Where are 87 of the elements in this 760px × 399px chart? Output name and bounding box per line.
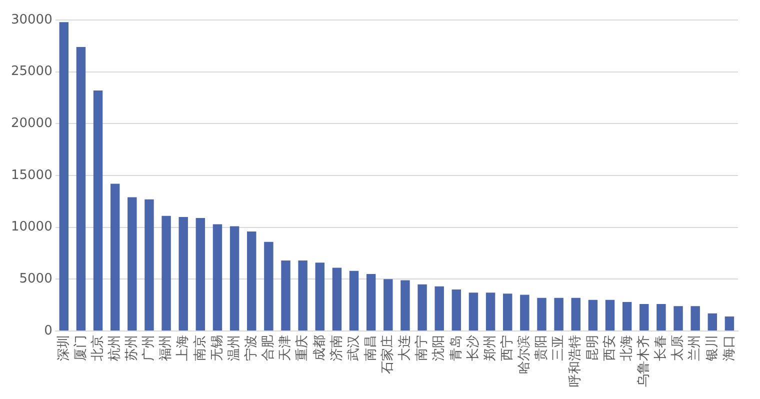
bar: [384, 279, 393, 330]
x-tick-label: 呼和浩特: [568, 335, 584, 387]
x-tick-label: 南宁: [414, 335, 430, 361]
bar: [622, 302, 632, 330]
x-tick-label: 南京: [192, 335, 208, 361]
x-tick-label: 北海: [619, 335, 634, 361]
x-tick-label: 济南: [329, 335, 344, 361]
y-tick-label: 20000: [10, 116, 52, 132]
y-tick-label: 15000: [10, 168, 52, 183]
x-tick-label: 贵阳: [534, 335, 550, 361]
x-tick-label: 南昌: [363, 335, 378, 361]
bar: [128, 197, 137, 330]
x-tick-label: 宁波: [242, 335, 259, 361]
x-tick-label: 温州: [226, 335, 242, 361]
x-tick-label: 郑州: [482, 335, 498, 361]
y-tick-label: 30000: [10, 12, 52, 28]
bar: [93, 90, 103, 330]
bar: [486, 292, 496, 330]
x-tick-label: 杭州: [107, 335, 122, 362]
bar: [503, 294, 512, 330]
bar: [690, 306, 700, 330]
bar: [59, 22, 68, 330]
bar: [674, 306, 683, 330]
x-tick-label: 哈尔滨: [516, 335, 532, 374]
x-tick-label: 北京: [90, 335, 106, 361]
bar: [144, 199, 154, 330]
bar: [468, 292, 478, 330]
x-tick-label: 上海: [176, 335, 191, 361]
x-tick-label: 乌鲁木齐: [636, 335, 652, 387]
bar: [162, 216, 171, 330]
x-tick-label: 西宁: [498, 335, 515, 361]
bar: [349, 270, 359, 330]
bar: [315, 262, 324, 330]
bar: [554, 298, 564, 330]
x-tick-label: 重庆: [295, 335, 310, 361]
x-tick-label: 福州: [158, 335, 174, 361]
y-tick-label: 10000: [10, 220, 52, 235]
x-tick-label: 沈阳: [432, 335, 447, 361]
x-tick-label: 长春: [654, 335, 669, 361]
x-tick-label: 厦门: [72, 335, 88, 361]
bar: [110, 184, 120, 330]
bar: [332, 268, 342, 330]
y-tick-label: 0: [44, 323, 52, 338]
y-tick-label: 5000: [19, 272, 52, 287]
bar: [708, 313, 718, 330]
x-tick-label: 西安: [601, 335, 618, 361]
y-tick-label: 25000: [10, 64, 52, 80]
bar: [452, 290, 462, 330]
bar: [230, 226, 240, 330]
x-tick-label: 成都: [312, 335, 328, 361]
bar: [571, 298, 580, 330]
x-tick-label: 天津: [278, 335, 294, 361]
x-tick-label: 深圳: [56, 335, 72, 361]
bar: [212, 224, 222, 330]
bar: [400, 280, 410, 330]
x-tick-label: 昆明: [585, 335, 600, 361]
x-tick-label: 海口: [722, 335, 737, 361]
bar: [640, 304, 649, 330]
bar: [537, 298, 546, 330]
bar: [656, 304, 666, 330]
bar: [298, 260, 308, 330]
bar: [196, 218, 206, 330]
x-tick-label: 大连: [398, 335, 413, 361]
x-tick-label: 苏州: [124, 335, 140, 361]
bar: [247, 231, 256, 330]
x-tick-label: 青岛: [448, 335, 464, 361]
bar: [434, 286, 444, 330]
bar: [264, 242, 274, 330]
bar: [178, 216, 188, 330]
bar: [605, 300, 615, 330]
bar: [366, 274, 376, 330]
x-tick-label: 兰州: [688, 335, 703, 361]
x-tick-label: 三亚: [551, 335, 566, 361]
x-tick-label: 广州: [142, 335, 157, 361]
x-tick-label: 合肥: [261, 335, 276, 361]
bar: [588, 300, 598, 330]
x-tick-label: 无锡: [210, 335, 225, 361]
x-tick-label: 长沙: [466, 335, 481, 361]
bar: [520, 294, 530, 330]
bar: [281, 260, 290, 330]
bar: [76, 46, 86, 330]
x-tick-label: 银川: [704, 335, 720, 362]
bar: [724, 316, 734, 330]
x-tick-label: 太原: [670, 335, 686, 361]
x-tick-label: 武汉: [346, 335, 362, 361]
x-tick-label: 石家庄: [380, 335, 396, 374]
bar: [418, 284, 427, 330]
